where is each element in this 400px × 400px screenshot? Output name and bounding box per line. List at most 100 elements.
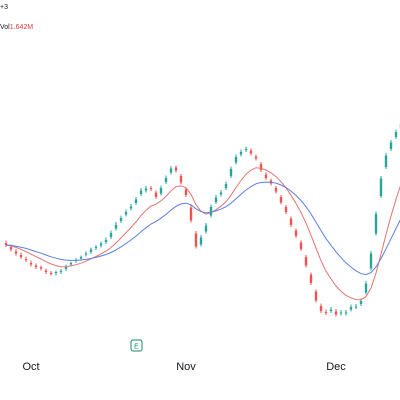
candle-body (394, 132, 398, 137)
candle (349, 304, 353, 312)
candle (84, 251, 88, 257)
candle-body (339, 312, 343, 314)
candle-body (129, 206, 133, 209)
candle (94, 245, 98, 250)
candle (374, 211, 378, 236)
candle-body (374, 214, 378, 234)
candle (239, 149, 243, 157)
candle (329, 307, 333, 313)
candle (259, 162, 263, 172)
ma-long-line (5, 181, 400, 276)
candle (284, 205, 288, 214)
candle (289, 216, 293, 227)
candle-body (369, 253, 373, 269)
candle-body (194, 233, 198, 247)
candle (344, 310, 348, 316)
candle-body (124, 212, 128, 215)
candle (109, 230, 113, 239)
candle-body (229, 169, 233, 176)
candle (369, 251, 373, 271)
candle (229, 166, 233, 178)
candle (199, 235, 203, 247)
candle-body (224, 184, 228, 188)
candle (339, 310, 343, 316)
candle (124, 209, 128, 217)
x-tick-label: Dec (326, 361, 346, 373)
x-tick-label: Oct (22, 361, 39, 373)
candle (29, 260, 33, 267)
candle (384, 153, 388, 169)
candle-body (314, 291, 318, 301)
candle-body (149, 188, 153, 189)
candle (309, 272, 313, 285)
candle (19, 252, 23, 259)
candle-body (299, 242, 303, 249)
time-axis: OctNovDec2023 (22, 361, 346, 373)
candle-body (69, 263, 73, 265)
candle (244, 146, 248, 152)
candle-body (4, 243, 8, 245)
candle-body (189, 207, 193, 221)
candle (319, 303, 323, 313)
candle (134, 197, 138, 205)
candle-body (104, 240, 108, 242)
candle-body (24, 259, 28, 260)
candle-body (349, 307, 353, 310)
candle-body (84, 253, 88, 255)
candle-body (334, 311, 338, 315)
candle (14, 249, 18, 256)
candle (334, 309, 338, 317)
candle-body (159, 188, 163, 194)
candle (44, 268, 48, 274)
candle (194, 231, 198, 249)
candle (214, 195, 218, 204)
candle (39, 265, 43, 271)
candle-body (99, 243, 103, 246)
candle (254, 154, 258, 161)
moving-averages-layer (5, 167, 400, 301)
candle-body (364, 283, 368, 293)
candle (24, 256, 28, 262)
earnings-marker-box (130, 339, 143, 352)
candle-body (359, 301, 363, 304)
volume-readout: Vol1.642M (0, 24, 33, 31)
candle-body (79, 257, 83, 259)
earnings-marker[interactable]: E (130, 339, 143, 352)
candle (209, 204, 213, 218)
candle (299, 240, 303, 251)
candle (174, 165, 178, 173)
candle-body (144, 188, 148, 191)
candle-body (139, 190, 143, 194)
candle-body (204, 225, 208, 232)
candle (364, 281, 368, 295)
candle-body (219, 192, 223, 195)
candle (204, 223, 208, 234)
candle-body (379, 178, 383, 196)
candle-body (209, 207, 213, 216)
candle (219, 190, 223, 197)
earnings-marker-label: E (134, 344, 139, 351)
candle (379, 176, 383, 198)
candle (4, 240, 8, 247)
candle (49, 271, 53, 276)
candle (189, 205, 193, 223)
candle (99, 241, 103, 248)
candle (234, 154, 238, 165)
candle-body (44, 270, 48, 272)
candle-body (294, 230, 298, 236)
candle-body (304, 257, 308, 266)
candle-body (179, 176, 183, 183)
candle (164, 175, 168, 184)
candle-body (89, 249, 93, 252)
candle-body (174, 167, 178, 171)
volume-label: Vol (0, 24, 10, 31)
candle-body (279, 197, 283, 203)
candle-body (344, 312, 348, 314)
candle-body (239, 152, 243, 155)
candle (34, 263, 38, 269)
ma-short-line (5, 167, 400, 301)
candle-body (64, 266, 68, 269)
earnings-layer: E (130, 339, 143, 352)
candle-body (19, 255, 23, 257)
